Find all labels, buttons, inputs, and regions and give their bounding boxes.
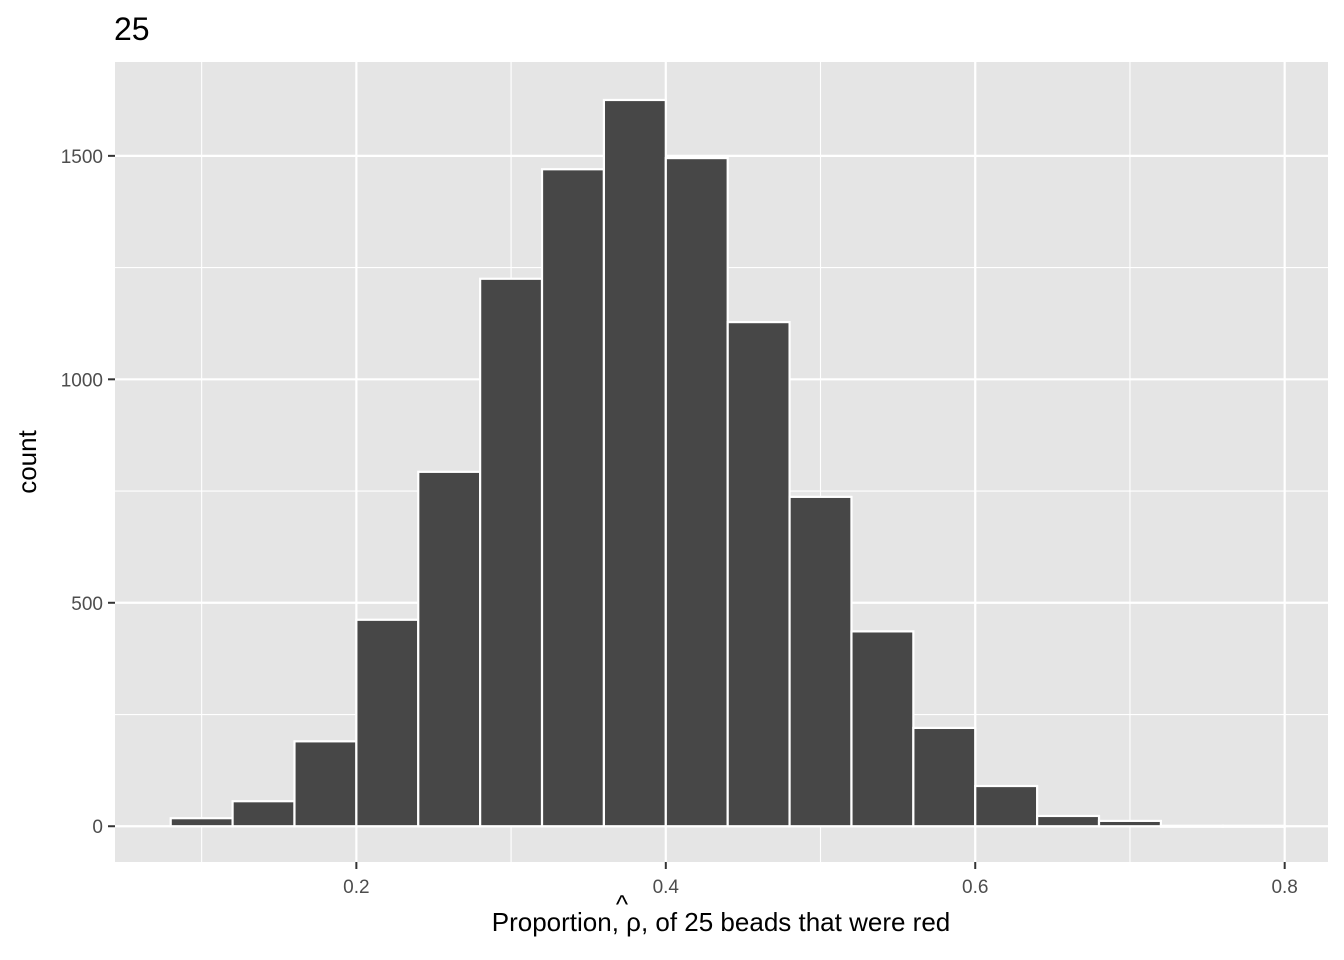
x-tick-label: 0.2 [343, 877, 369, 898]
chart-title: 25 [114, 11, 150, 47]
histogram-bar [602, 98, 667, 828]
histogram-bar [1036, 814, 1101, 828]
x-axis-title-suffix: , of 25 beads that were red [641, 907, 950, 937]
histogram-bar [850, 630, 915, 828]
histogram-bar [293, 740, 358, 828]
histogram-bar [1159, 824, 1224, 828]
histogram-bar [912, 726, 977, 828]
histogram-bar [231, 800, 296, 828]
histogram-bar [479, 277, 544, 828]
x-axis-title: Proportion, ρ, of 25 beads that were red [492, 907, 951, 937]
y-tick-label: 1000 [61, 370, 103, 391]
x-axis-title-prefix: Proportion, [492, 907, 626, 937]
x-axis-tick-labels: 0.2 0.4 0.6 0.8 [343, 877, 1298, 898]
y-axis-title: count [12, 429, 42, 493]
x-tick-label: 0.8 [1271, 877, 1297, 898]
y-tick-label: 500 [71, 594, 103, 615]
y-tick-label: 1500 [61, 147, 103, 168]
hat-accent: ^ [616, 889, 629, 919]
y-tick-label: 0 [92, 817, 103, 838]
x-axis-ticks [355, 862, 1286, 869]
x-tick-label: 0.6 [962, 877, 988, 898]
histogram-bar [788, 495, 853, 828]
histogram-bar [726, 321, 791, 828]
x-tick-label: 0.4 [653, 877, 680, 898]
histogram-bar [1221, 824, 1286, 828]
y-axis-tick-labels: 0 500 1000 1500 [61, 147, 103, 838]
histogram-bar [664, 156, 729, 828]
histogram-bar [1097, 819, 1163, 828]
histogram-bar [355, 618, 420, 828]
histogram-bar [417, 470, 482, 828]
histogram-bar [169, 817, 234, 828]
histogram-bar [540, 168, 606, 828]
y-axis-ticks [108, 154, 115, 828]
histogram-bars [169, 98, 1286, 828]
x-axis-title-symbol: ρ [626, 907, 641, 937]
histogram-bar [974, 784, 1039, 828]
